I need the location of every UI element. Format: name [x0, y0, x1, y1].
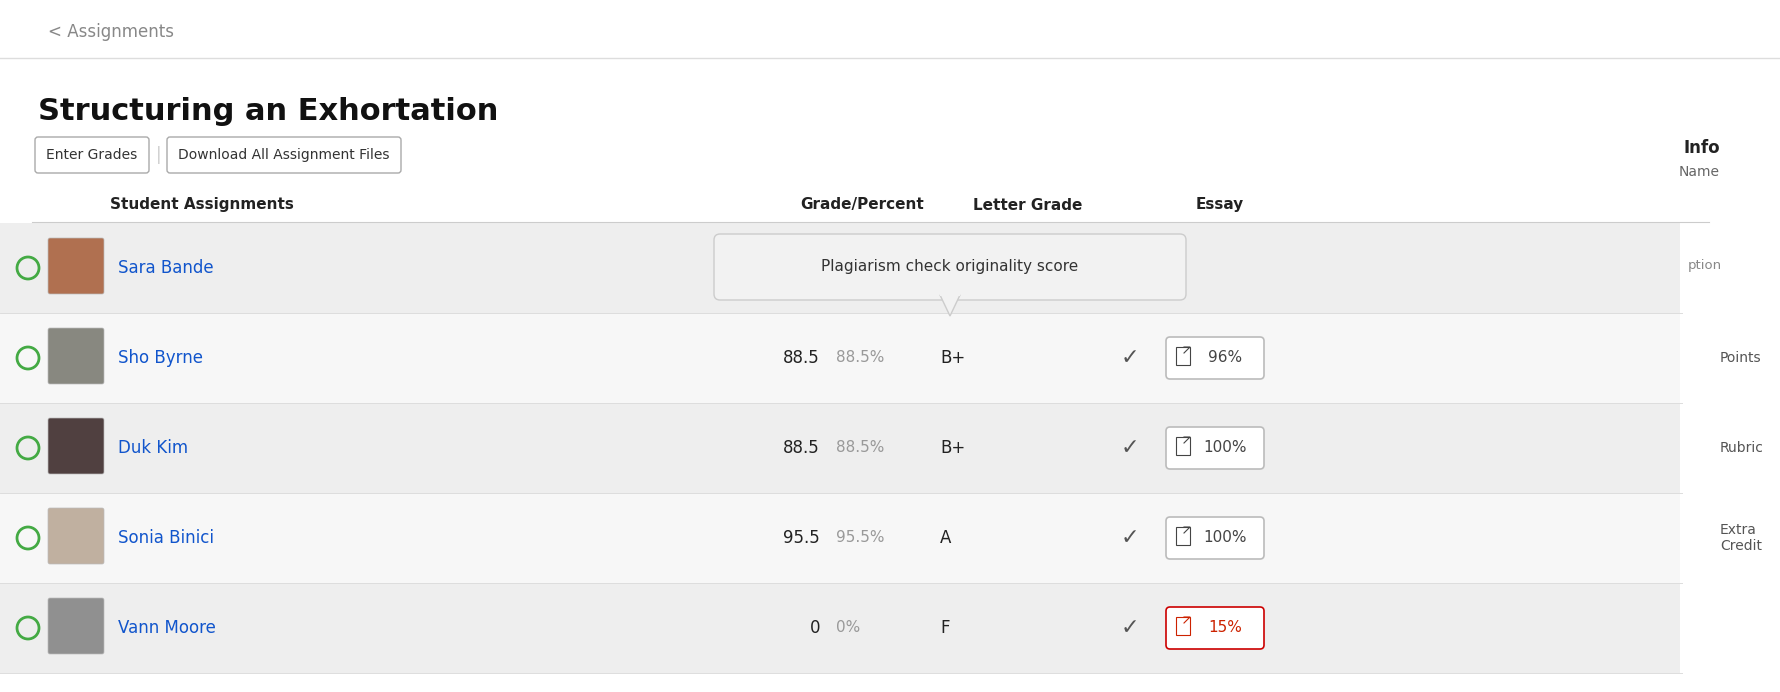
Text: 88.5: 88.5 — [783, 439, 821, 457]
Text: A-: A- — [940, 259, 958, 277]
Text: Info: Info — [1684, 139, 1719, 157]
Text: 88.5%: 88.5% — [837, 351, 885, 365]
Text: Essay: Essay — [1196, 197, 1244, 212]
Text: Vann Moore: Vann Moore — [117, 619, 215, 637]
Text: 0%: 0% — [837, 621, 860, 635]
FancyBboxPatch shape — [48, 598, 103, 654]
Text: 88.5: 88.5 — [783, 349, 821, 367]
FancyBboxPatch shape — [48, 328, 103, 384]
FancyBboxPatch shape — [1177, 527, 1191, 545]
Text: Plagiarism check originality score: Plagiarism check originality score — [821, 260, 1079, 275]
Text: 92: 92 — [799, 259, 821, 277]
FancyBboxPatch shape — [1177, 347, 1191, 365]
Text: 15%: 15% — [1209, 621, 1242, 635]
FancyBboxPatch shape — [1177, 437, 1191, 455]
FancyBboxPatch shape — [0, 313, 1680, 403]
Text: < Assignments: < Assignments — [48, 23, 174, 41]
FancyBboxPatch shape — [1177, 617, 1191, 635]
Text: 96%: 96% — [1209, 351, 1242, 365]
Text: Enter Grades: Enter Grades — [46, 148, 137, 162]
Text: Download All Assignment Files: Download All Assignment Files — [178, 148, 390, 162]
FancyBboxPatch shape — [1166, 517, 1264, 559]
Text: ✓: ✓ — [1121, 618, 1139, 638]
Text: 0: 0 — [810, 619, 821, 637]
Text: ✓: ✓ — [1121, 528, 1139, 548]
Text: B+: B+ — [940, 349, 965, 367]
Text: F: F — [940, 619, 949, 637]
Text: 95.5%: 95.5% — [837, 531, 885, 545]
Text: Grade/Percent: Grade/Percent — [801, 197, 924, 212]
Text: Extra
Credit: Extra Credit — [1719, 523, 1762, 553]
Text: Points: Points — [1719, 351, 1762, 365]
Text: Sonia Binici: Sonia Binici — [117, 529, 214, 547]
Text: B+: B+ — [940, 439, 965, 457]
Text: 100%: 100% — [1203, 441, 1246, 455]
Text: Student Assignments: Student Assignments — [110, 197, 294, 212]
Text: |: | — [157, 146, 162, 164]
FancyBboxPatch shape — [48, 508, 103, 564]
Text: ✓: ✓ — [1121, 438, 1139, 458]
FancyBboxPatch shape — [0, 583, 1680, 673]
Text: Letter Grade: Letter Grade — [974, 197, 1082, 212]
Text: ✓: ✓ — [1121, 348, 1139, 368]
Text: Name: Name — [1679, 165, 1719, 179]
FancyBboxPatch shape — [0, 223, 1680, 313]
FancyBboxPatch shape — [48, 418, 103, 474]
FancyBboxPatch shape — [714, 234, 1185, 300]
FancyBboxPatch shape — [1166, 607, 1264, 649]
FancyBboxPatch shape — [1166, 337, 1264, 379]
Text: ption: ption — [1687, 259, 1721, 271]
Text: 88.5%: 88.5% — [837, 441, 885, 455]
Text: Duk Kim: Duk Kim — [117, 439, 189, 457]
FancyBboxPatch shape — [48, 238, 103, 294]
FancyBboxPatch shape — [0, 403, 1680, 493]
Polygon shape — [940, 295, 959, 316]
FancyBboxPatch shape — [0, 493, 1680, 583]
FancyBboxPatch shape — [167, 137, 400, 173]
Text: Rubric: Rubric — [1719, 441, 1764, 455]
FancyBboxPatch shape — [36, 137, 150, 173]
Text: 100%: 100% — [1203, 531, 1246, 545]
Text: A: A — [940, 529, 951, 547]
Text: 95.5: 95.5 — [783, 529, 821, 547]
Text: Sara Bande: Sara Bande — [117, 259, 214, 277]
Text: Sho Byrne: Sho Byrne — [117, 349, 203, 367]
Text: 92%: 92% — [837, 260, 870, 275]
FancyBboxPatch shape — [1166, 427, 1264, 469]
Text: Structuring an Exhortation: Structuring an Exhortation — [37, 98, 498, 127]
